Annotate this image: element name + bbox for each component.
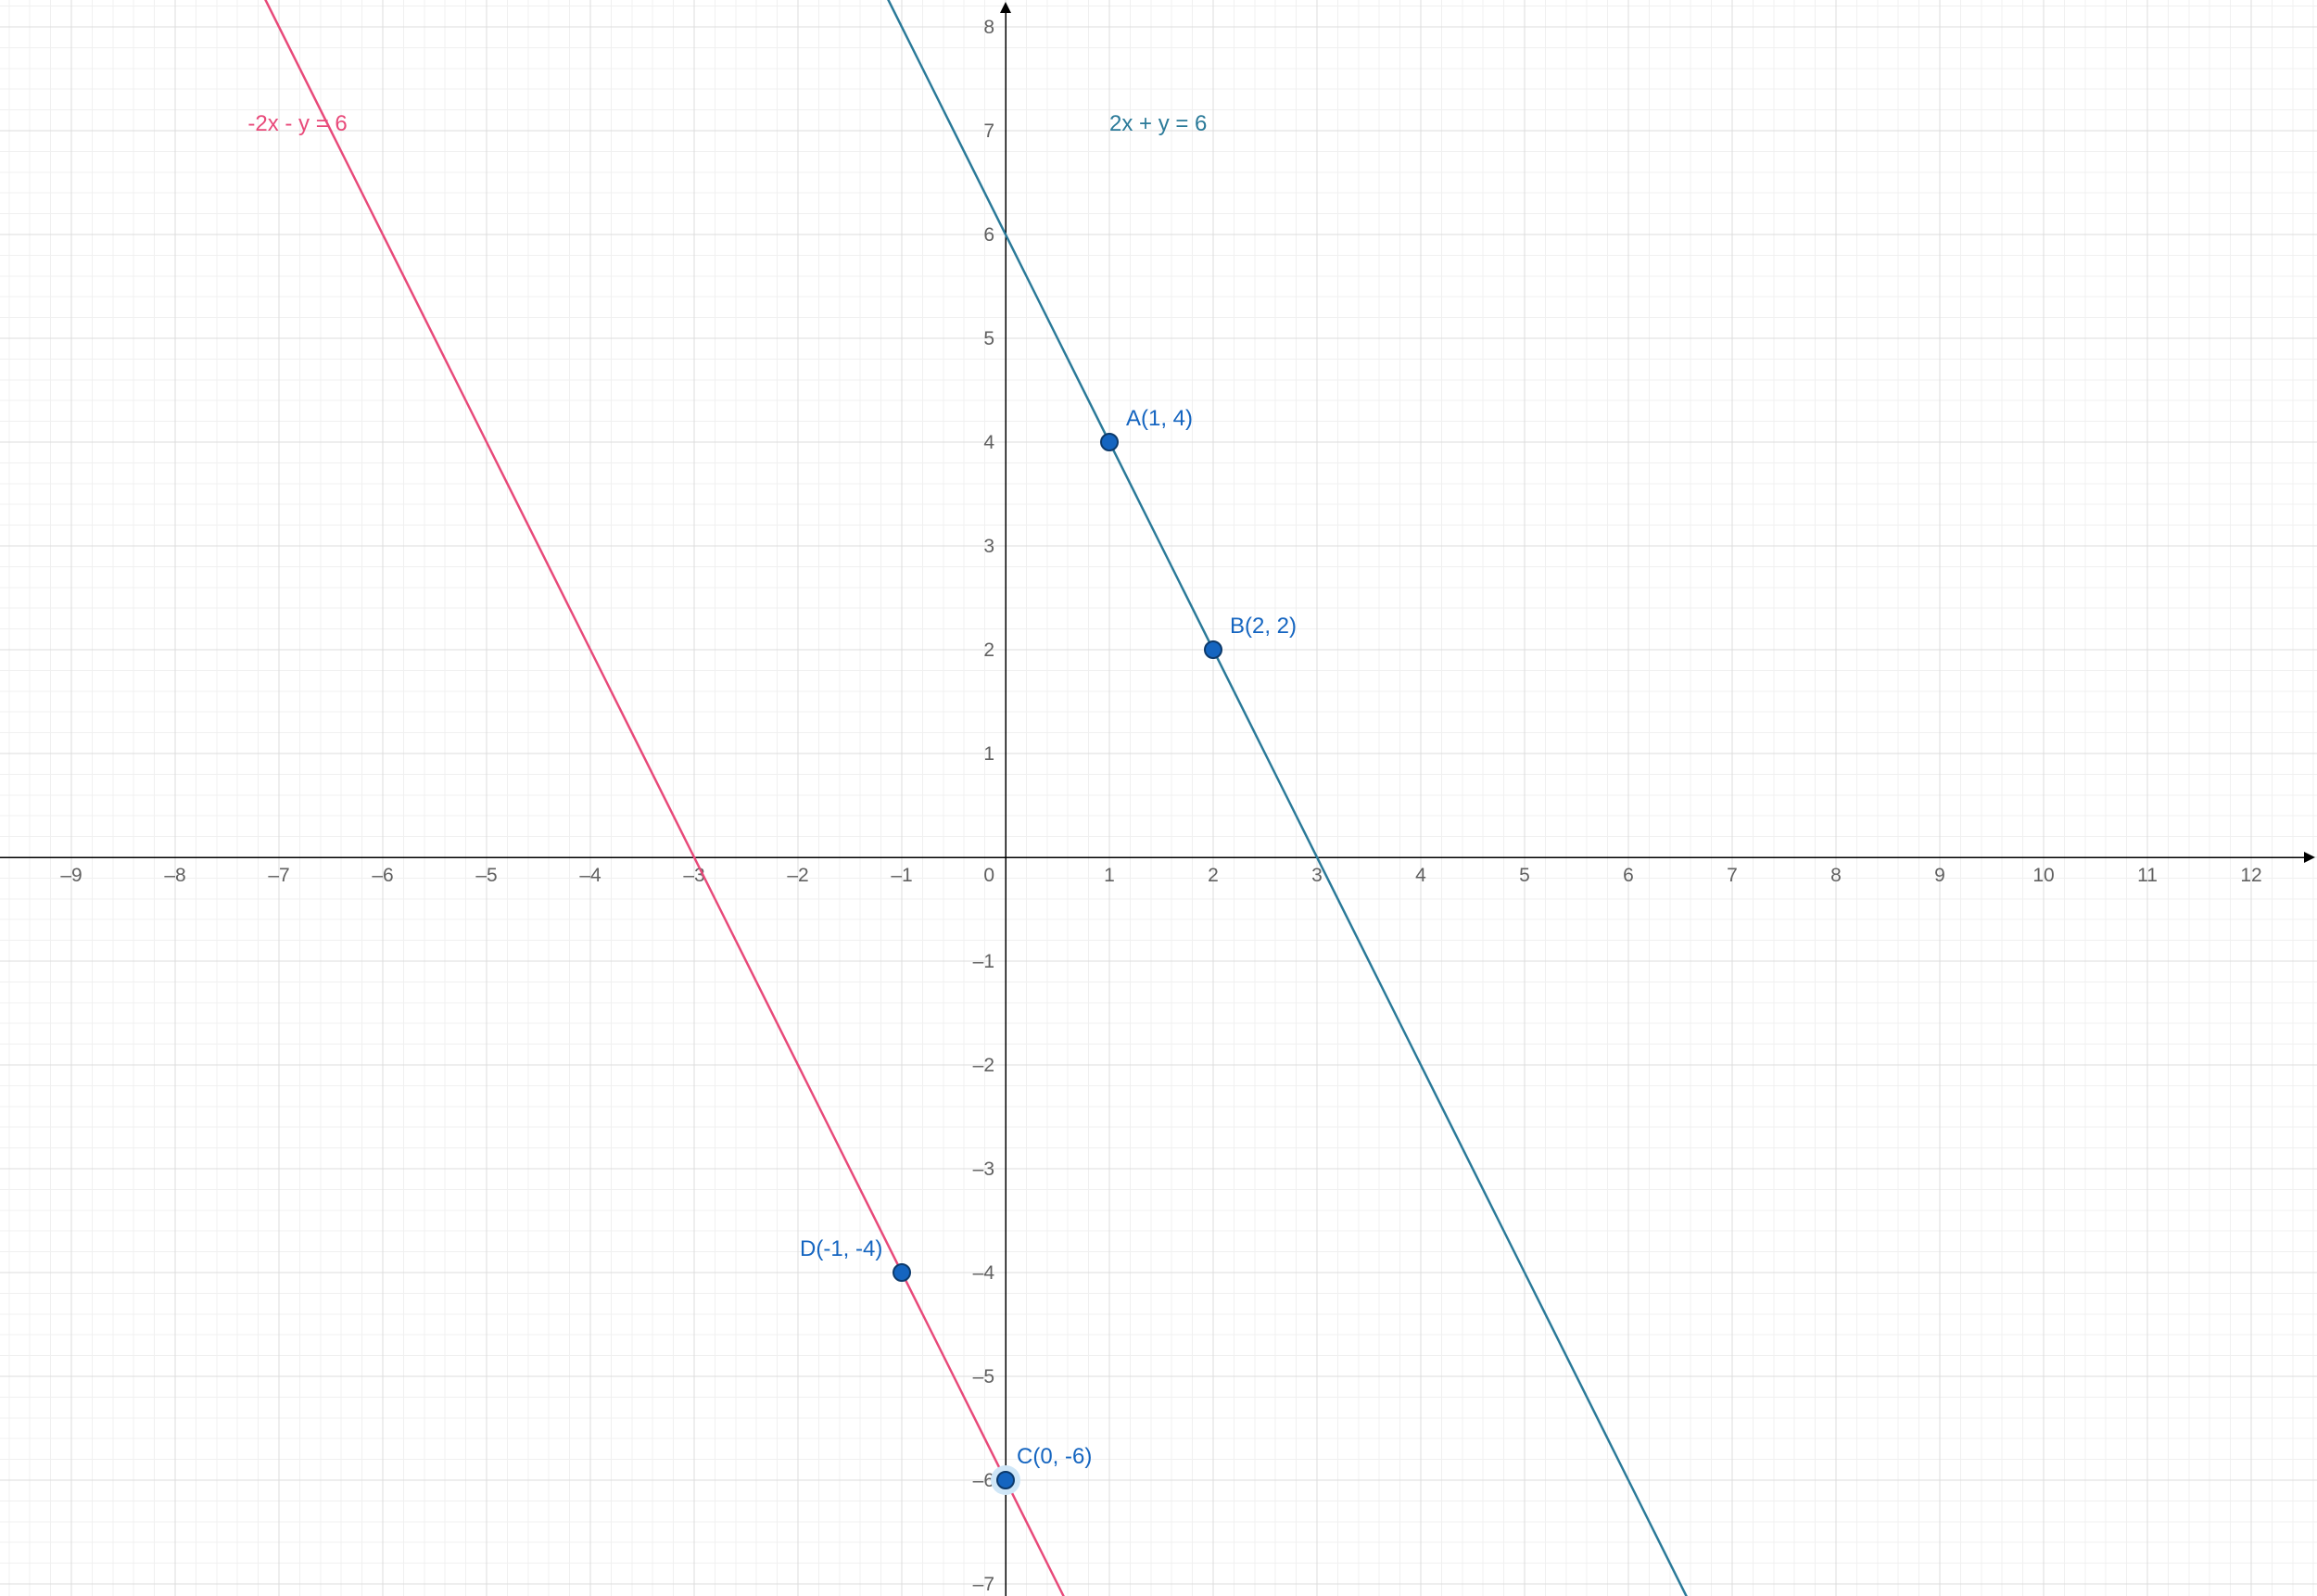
equation-label-line_pink: -2x - y = 6	[247, 111, 347, 136]
y-tick-label: 5	[983, 328, 994, 349]
origin-label: 0	[983, 865, 994, 886]
point-label-A: A(1, 4)	[1126, 406, 1193, 431]
x-tick-label: –1	[891, 865, 912, 886]
x-tick-label: –4	[579, 865, 601, 886]
point-D	[893, 1264, 910, 1281]
x-tick-label: 4	[1415, 865, 1426, 886]
y-tick-label: –2	[973, 1055, 994, 1076]
y-tick-label: –3	[973, 1159, 994, 1180]
y-tick-label: –1	[973, 951, 994, 972]
y-tick-label: –7	[973, 1574, 994, 1595]
x-tick-label: –9	[60, 865, 82, 886]
x-tick-label: 8	[1830, 865, 1842, 886]
point-A	[1101, 434, 1118, 450]
x-tick-label: 2	[1208, 865, 1219, 886]
y-tick-label: 3	[983, 536, 994, 557]
point-C	[997, 1472, 1014, 1488]
y-tick-label: 8	[983, 17, 994, 38]
x-tick-label: 11	[2137, 865, 2158, 886]
x-tick-label: 1	[1104, 865, 1115, 886]
x-tick-label: 10	[2032, 865, 2054, 886]
point-label-B: B(2, 2)	[1230, 614, 1297, 639]
x-tick-label: –3	[683, 865, 704, 886]
x-tick-label: 9	[1934, 865, 1945, 886]
y-tick-label: –5	[973, 1366, 994, 1387]
x-tick-label: –7	[268, 865, 289, 886]
y-tick-label: 2	[983, 640, 994, 661]
y-tick-label: 6	[983, 224, 994, 246]
x-tick-label: –6	[372, 865, 393, 886]
point-B	[1205, 641, 1222, 658]
point-label-D: D(-1, -4)	[800, 1236, 882, 1261]
x-tick-label: 6	[1623, 865, 1634, 886]
y-tick-label: 1	[983, 743, 994, 765]
coordinate-plot: –9–8–7–6–5–4–3–2–1123456789101112–7–6–5–…	[0, 0, 2317, 1596]
equation-label-line_blue: 2x + y = 6	[1109, 111, 1207, 136]
x-tick-label: –5	[475, 865, 497, 886]
x-tick-label: 3	[1311, 865, 1323, 886]
x-tick-label: –2	[787, 865, 808, 886]
point-label-C: C(0, -6)	[1017, 1444, 1092, 1469]
y-tick-label: –4	[973, 1262, 995, 1284]
x-tick-label: 7	[1727, 865, 1738, 886]
x-tick-label: –8	[164, 865, 185, 886]
x-tick-label: 12	[2240, 865, 2261, 886]
y-tick-label: 4	[983, 432, 994, 453]
y-tick-label: 7	[983, 120, 994, 142]
x-tick-label: 5	[1519, 865, 1530, 886]
